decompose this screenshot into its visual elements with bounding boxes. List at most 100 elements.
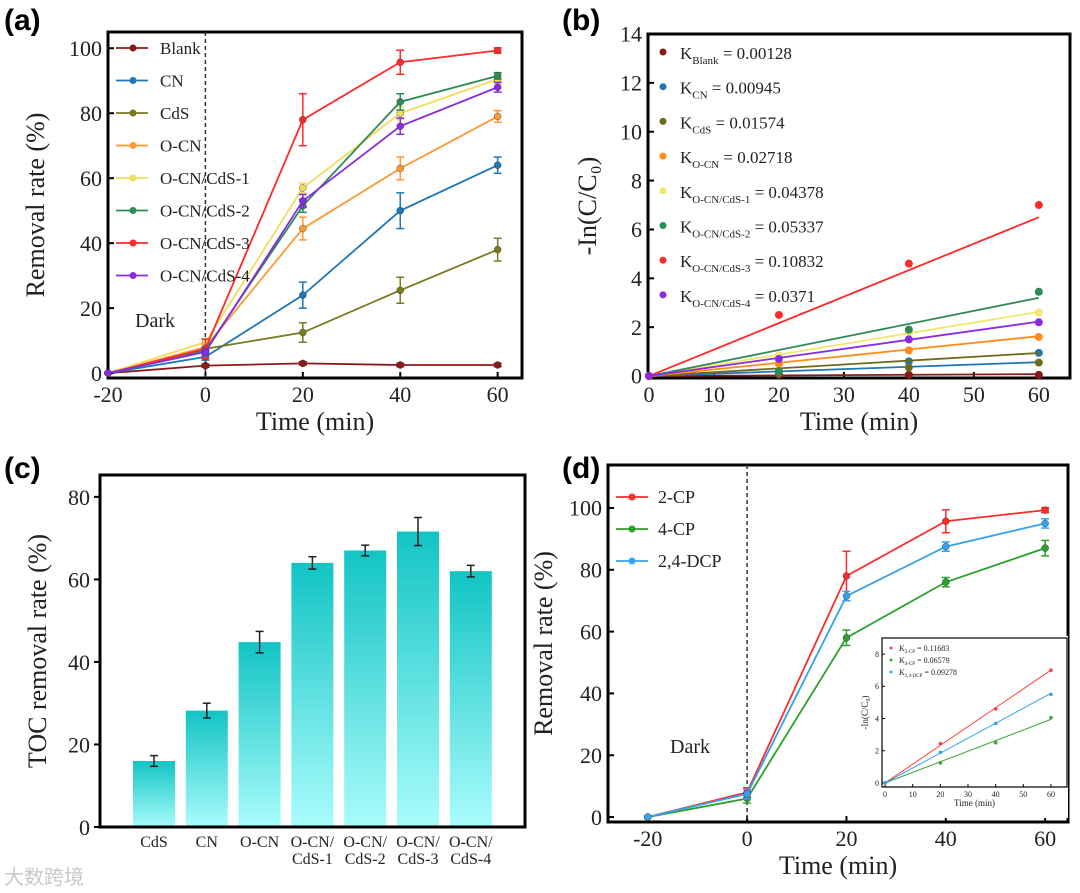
y-tick-label: 2: [875, 747, 879, 756]
x-tick-label: 0: [742, 826, 753, 851]
x-tick-label: O-CN/CdS-4: [449, 834, 493, 868]
data-point: [299, 224, 307, 233]
data-point: [942, 517, 950, 525]
series-2,4-DCP: [644, 518, 1050, 821]
data-point: [493, 46, 502, 55]
k-subscript: O-CN/CdS-1: [692, 194, 750, 206]
y-tick-label: 6: [631, 217, 642, 242]
data-point: [104, 369, 112, 377]
y-tick-label: 2: [631, 315, 642, 340]
k-symbol: K: [899, 656, 905, 665]
series-O-CN/CdS-4: [644, 318, 1043, 381]
x-tick-label-line: O-CN: [240, 834, 280, 851]
legend-item: 4-CP: [616, 519, 695, 539]
inset-legend-item: K4-CP = 0.06579: [889, 656, 950, 667]
legend-label: 2-CP: [658, 487, 695, 507]
k-subscript: O-CN/CdS-4: [692, 298, 751, 310]
legend-label: CdS: [160, 104, 189, 123]
legend-label: KO-CN/CdS-2 = 0.05337: [680, 218, 824, 241]
data-point: [1034, 358, 1043, 367]
data-point: [493, 361, 502, 369]
k-subscript: O-CN/CdS-2: [692, 229, 750, 241]
y-tick-label: 40: [80, 231, 102, 256]
data-point: [299, 291, 307, 299]
k-subscript: 4-CP: [905, 662, 916, 667]
x-tick-label: 30: [964, 790, 972, 799]
bar-group: O-CN/CdS-4: [449, 564, 493, 868]
fit-line: [648, 361, 1039, 377]
legend-label: O-CN/CdS-3: [160, 234, 250, 253]
k-value: = 0.06579: [915, 656, 950, 665]
bar: [449, 571, 492, 827]
legend-label: KBlank = 0.00128: [680, 44, 792, 67]
k-symbol: K: [680, 183, 693, 202]
data-point: [942, 578, 950, 586]
legend-marker: [129, 142, 137, 149]
bar: [238, 642, 281, 827]
data-point: [1049, 668, 1053, 673]
plot-frame: [98, 473, 527, 829]
x-axis-label: Time (min): [256, 407, 374, 436]
y-tick-label: 80: [68, 485, 90, 510]
y-tick-label: 0: [631, 364, 642, 389]
k-symbol: K: [680, 44, 693, 63]
x-tick-label: O-CN/CdS-3: [396, 834, 440, 868]
y-tick-label: 40: [68, 650, 90, 675]
k-value: = 0.05337: [750, 218, 824, 237]
k-value: = 0.0371: [750, 287, 815, 306]
bar-group: CN: [185, 702, 228, 851]
data-point: [1034, 287, 1043, 296]
legend-marker: [889, 658, 893, 662]
x-axis-label: Time (min): [954, 798, 995, 808]
k-subscript: CdS: [692, 124, 711, 136]
k-symbol: K: [899, 668, 905, 677]
series-2,4-DCP: [883, 692, 1053, 785]
legend-item: O-CN/CdS-2: [116, 202, 250, 221]
x-tick-label: O-CN/CdS-2: [343, 834, 387, 868]
legend-marker: [628, 557, 636, 565]
data-point: [644, 372, 653, 381]
y-axis-label: Removal rate (%): [21, 113, 50, 298]
legend-marker: [889, 646, 893, 650]
x-tick-label: CdS: [140, 834, 168, 851]
legend-marker: [129, 109, 137, 117]
data-point: [1049, 692, 1053, 697]
k-symbol: K: [680, 287, 693, 306]
x-tick-label: O-CN: [240, 834, 280, 851]
legend-label: KO-CN/CdS-1 = 0.04378: [680, 183, 824, 206]
y-tick-label: 8: [631, 168, 642, 193]
data-point: [1041, 506, 1049, 514]
legend-marker: [659, 48, 667, 56]
k-symbol: K: [899, 644, 905, 653]
legend-marker: [628, 525, 636, 533]
y-tick-label: 6: [875, 682, 879, 691]
data-point: [1041, 519, 1049, 528]
bar-group: CdS: [133, 754, 175, 851]
fit-line: [884, 669, 1052, 784]
y-tick-label: 4: [631, 266, 642, 291]
data-point: [743, 790, 751, 798]
y-tick-label: 80: [80, 101, 102, 126]
data-point: [842, 634, 851, 642]
x-tick-label: 20: [936, 790, 944, 799]
legend-label: O-CN/CdS-1: [160, 169, 250, 188]
k-subscript: Blank: [692, 55, 719, 67]
data-point: [993, 721, 998, 726]
data-point: [1034, 308, 1043, 317]
x-tick-label: 40: [992, 790, 1000, 799]
data-point: [842, 592, 851, 600]
legend-item: O-CN/CdS-3: [116, 234, 250, 253]
legend-item: KO-CN/CdS-4 = 0.0371: [659, 287, 815, 310]
k-subscript: O-CN: [692, 159, 719, 171]
legend-marker: [659, 83, 667, 91]
data-point: [201, 361, 210, 370]
data-point: [299, 328, 307, 337]
inset-legend-item: K2,4-DCP = 0.09278: [889, 668, 957, 679]
x-tick-label: -20: [93, 382, 122, 407]
k-symbol: K: [680, 252, 693, 271]
x-tick-label: 20: [768, 382, 790, 407]
legend-marker: [659, 291, 667, 299]
data-point: [1034, 201, 1043, 210]
k-symbol: K: [680, 113, 693, 132]
